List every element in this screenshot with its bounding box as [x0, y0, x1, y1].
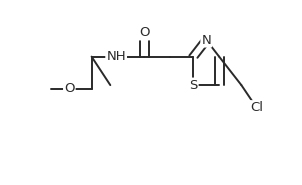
Text: O: O [64, 82, 75, 95]
Text: NH: NH [106, 50, 126, 63]
Text: O: O [139, 26, 149, 39]
Text: S: S [189, 79, 198, 92]
Text: N: N [201, 33, 211, 46]
Text: Cl: Cl [250, 101, 263, 114]
